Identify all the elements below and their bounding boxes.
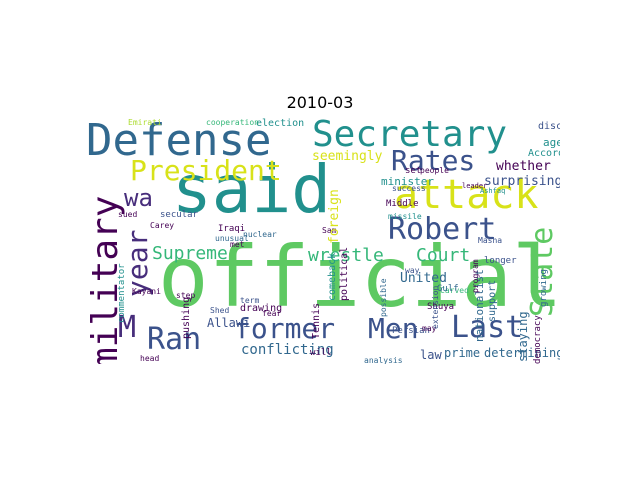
word-pushing: pushing <box>181 296 192 339</box>
word-official: official <box>158 228 560 326</box>
word-men: Men <box>368 312 419 345</box>
word-robert: Robert <box>388 212 497 247</box>
chart-title: 2010-03 <box>286 93 354 112</box>
word-court: Court <box>416 245 471 266</box>
word-secular: secular <box>160 210 198 220</box>
word-nuclear: nuclear <box>243 230 277 239</box>
word-shed: Shed <box>210 306 230 315</box>
word-wa: wa <box>124 184 153 212</box>
word-carved: Carved <box>440 286 469 295</box>
word-election: election <box>256 118 305 129</box>
word-staying: staying <box>516 311 530 362</box>
word-foreign: foreign <box>327 189 342 244</box>
word-commentator: commentator <box>117 263 127 323</box>
word-persian: Persian <box>392 326 430 336</box>
word-will: will <box>310 348 332 358</box>
word-democracy: democracy <box>533 315 543 364</box>
word-middle: Middle <box>386 199 419 209</box>
word-success: success <box>392 184 426 193</box>
word-people: people <box>420 166 449 175</box>
word-masha: Masha <box>478 236 503 245</box>
word-attack: attack <box>394 172 539 218</box>
word-iraqi: Iraqi <box>218 224 246 234</box>
word-conflicting: conflicting <box>241 342 334 358</box>
word-last: Last <box>451 310 524 345</box>
word-secretary: Secretary <box>312 117 508 155</box>
word-law: law <box>420 348 442 362</box>
word-step: step <box>176 291 196 300</box>
word-may: may <box>422 324 437 333</box>
word-gulf: Gulf <box>437 284 459 294</box>
word-defense: Defense <box>86 117 272 166</box>
word-discus: discus <box>538 121 560 132</box>
word-way: way <box>405 266 420 275</box>
word-kayani: Kayani <box>132 287 161 296</box>
word-term: term <box>240 296 260 305</box>
word-prime: prime <box>444 346 481 360</box>
word-agenda: agenda <box>543 136 560 149</box>
word-rates: Rates <box>391 144 476 177</box>
word-allawi: Allawi <box>207 316 251 330</box>
word-fear: fear <box>262 309 282 318</box>
word-support: support <box>487 279 498 322</box>
word-comeback: comeback <box>327 252 338 301</box>
word-seemingly: seemingly <box>312 149 383 164</box>
word-met: met <box>230 240 245 249</box>
word-growing: growing <box>539 269 549 307</box>
word-drawing: drawing <box>240 303 283 314</box>
word-head: head <box>140 354 160 363</box>
word-emirati: Emirati <box>128 118 162 127</box>
word-carey: Carey <box>150 221 175 230</box>
word-leader: leader <box>462 182 488 190</box>
word-missile: missile <box>388 212 422 221</box>
word-sued: sued <box>118 210 138 219</box>
word-sam: Sam <box>322 226 337 235</box>
word-cooperation: cooperation <box>206 118 259 127</box>
word-longer: longer <box>484 256 517 266</box>
word-ashfaq: Ashfaq <box>480 187 506 195</box>
word-determining: determining <box>484 346 560 360</box>
word-extension: extension <box>431 285 440 329</box>
word-political: political <box>339 246 350 301</box>
word-program: program <box>471 259 480 293</box>
word-tennis: Tennis <box>311 302 322 339</box>
word-shuya: Shuya <box>427 302 455 312</box>
word-surprising: surprising <box>484 174 560 189</box>
word-wrestle: wrestle <box>308 245 384 266</box>
word-ran: Ran <box>147 322 202 357</box>
word-possible: possible <box>379 278 388 317</box>
word-m: M <box>118 310 137 345</box>
word-minister: minister <box>381 175 434 188</box>
word-president: President <box>130 154 282 187</box>
word-united: United <box>400 271 447 286</box>
word-unusual: unusual <box>215 234 249 243</box>
word-whether: whether <box>496 159 551 174</box>
word-said: said <box>172 151 331 228</box>
word-analysis: analysis <box>364 356 403 365</box>
word-cloud: said official Defense Secretary attack P… <box>80 117 560 364</box>
word-set: set <box>405 166 422 176</box>
word-former: former <box>234 312 336 345</box>
word-according: According <box>528 148 560 159</box>
word-supreme: Supreme <box>152 243 228 264</box>
